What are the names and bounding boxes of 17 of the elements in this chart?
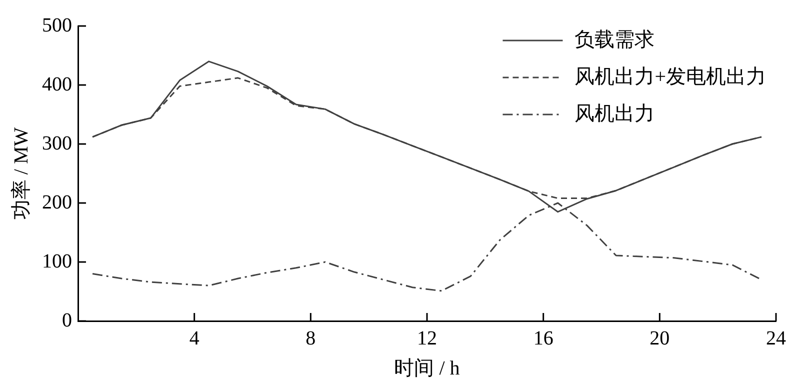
x-axis-title: 时间 / h: [394, 357, 460, 380]
x-tick-label: 4: [189, 327, 200, 350]
y-tick-label: 500: [42, 14, 72, 36]
x-tick-label: 8: [306, 327, 316, 350]
y-tick-label: 300: [42, 132, 72, 154]
x-tick-label: 12: [417, 327, 437, 350]
x-tick-label: 20: [650, 327, 670, 350]
y-tick-label: 400: [42, 73, 72, 96]
legend-label: 负载需求: [574, 28, 655, 51]
legend-label: 风机出力: [574, 102, 655, 125]
y-tick-label: 100: [42, 250, 72, 272]
x-tick-label: 24: [766, 327, 786, 350]
y-tick-label: 200: [42, 191, 72, 214]
legend-label: 风机出力+发电机出力: [574, 66, 766, 88]
x-tick-label: 16: [533, 327, 554, 350]
y-tick-label: 0: [62, 309, 72, 332]
y-axis-title: 功率 / MW: [10, 127, 32, 220]
